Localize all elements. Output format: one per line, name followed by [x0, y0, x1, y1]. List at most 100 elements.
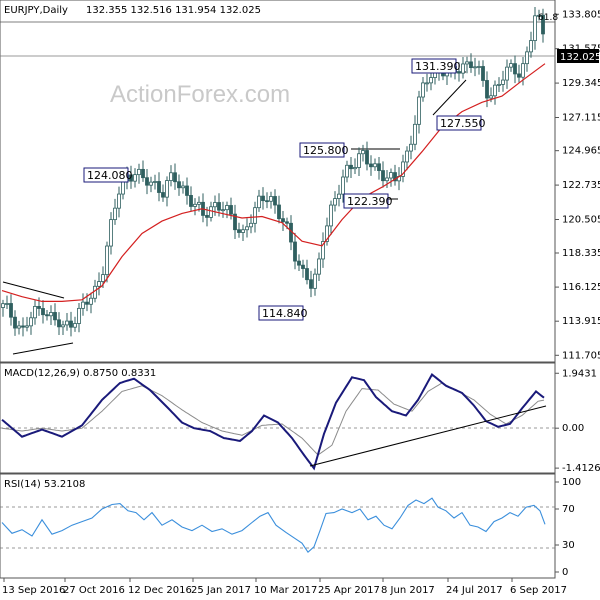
label-box-131390 [411, 58, 457, 74]
candle-body [197, 201, 201, 205]
candle-body [273, 196, 277, 206]
candle-body [149, 181, 153, 186]
candle-body [61, 324, 65, 328]
candle-body [1, 303, 5, 308]
candle-body [337, 193, 341, 199]
candle-body [285, 221, 289, 224]
macd-title: MACD(12,26,9) 0.8750 0.8331 [4, 368, 156, 379]
candle-body [117, 193, 121, 209]
candle-body [409, 143, 413, 152]
candle-body [157, 181, 161, 193]
candle-body [377, 163, 381, 171]
price-tick-label: 120.505 [562, 215, 600, 226]
candle-body [153, 181, 157, 183]
rsi-panel-frame [0, 473, 556, 579]
candle-body [17, 325, 21, 329]
watermark-logo: ActionForex.com [110, 81, 290, 108]
rsi-title: RSI(14) 53.2108 [4, 479, 85, 490]
candle-body [401, 161, 405, 177]
candle-body [41, 308, 45, 316]
rsi-tick-label: 30 [562, 540, 575, 551]
candle-body [373, 163, 377, 168]
date-tick-label: 25 Jan 2017 [191, 585, 251, 596]
candle-body [313, 273, 317, 289]
candle-body [361, 150, 365, 155]
candle-body [237, 229, 241, 233]
candle-body [209, 206, 213, 218]
date-tick-label: 8 Jun 2017 [381, 585, 435, 596]
candle-body [325, 225, 329, 242]
current-price-box [557, 49, 599, 63]
candle-body [37, 306, 41, 309]
macd-tick-label: 1.9431 [562, 368, 597, 379]
candle-body [393, 172, 397, 182]
candle-body [245, 226, 249, 231]
candle-body [269, 196, 273, 202]
candle-body [9, 303, 13, 318]
label-125800: 125.800 [303, 144, 349, 157]
candle-body [225, 205, 229, 211]
candle-body [317, 258, 321, 275]
candle-body [221, 209, 225, 212]
label-box-127550 [436, 115, 482, 131]
triangle-upper-line [2, 281, 65, 299]
candle-body [345, 164, 349, 178]
candle-body [133, 174, 137, 182]
candle-body [505, 66, 509, 81]
label-114840: 114.840 [262, 307, 308, 320]
candle-body [121, 180, 125, 195]
candle-body [537, 14, 541, 17]
candle-body [333, 198, 337, 206]
candle-body [301, 264, 305, 269]
candle-body [321, 241, 325, 260]
candle-body [185, 185, 189, 196]
label-127550: 127.550 [440, 117, 486, 130]
candle-body [65, 320, 69, 326]
candle-body [457, 71, 461, 74]
rsi-tick-label: 100 [562, 477, 581, 488]
candle-body [253, 207, 257, 224]
rsi-axis: 100 70 30 0 [555, 477, 581, 578]
candle-body [89, 297, 93, 305]
candle-body [529, 40, 533, 53]
candle-body [181, 185, 185, 189]
candle-body [57, 319, 61, 328]
candle-body [461, 63, 465, 74]
label-box-114840 [258, 305, 304, 321]
date-tick-label: 12 Dec 2016 [128, 585, 192, 596]
candle-body [509, 63, 513, 68]
candle-body [349, 164, 353, 170]
candle-body [189, 195, 193, 207]
candle-body [145, 177, 149, 186]
candle-body [389, 172, 393, 179]
candle-body [5, 303, 9, 305]
candle-body [305, 268, 309, 281]
candle-body [405, 150, 409, 163]
candle-body [193, 203, 197, 207]
candle-body [249, 222, 253, 228]
candle-body [297, 260, 301, 266]
candle-body [257, 195, 261, 209]
macd-tick-label: -1.4126 [562, 463, 600, 474]
candle-body [429, 77, 433, 84]
candle-body [233, 213, 237, 231]
candle-body [369, 163, 373, 168]
candle-body [541, 14, 545, 35]
candle-body [293, 241, 297, 262]
candle-body [501, 79, 505, 85]
label-124080: 124.080 [87, 169, 133, 182]
candle-body [497, 83, 501, 86]
macd-line [1, 372, 545, 471]
instrument-title: EURJPY,Daily [4, 5, 68, 16]
candle-body [229, 205, 233, 215]
candle-body [213, 202, 217, 208]
label-box-122390 [343, 193, 389, 209]
candle-body [49, 312, 53, 317]
rsi-tick-label: 0 [562, 567, 568, 578]
candle-body [517, 73, 521, 78]
date-tick-label: 10 Mar 2017 [254, 585, 317, 596]
candle-body [481, 66, 485, 81]
candle-body [81, 301, 85, 309]
candle-body [357, 153, 361, 168]
